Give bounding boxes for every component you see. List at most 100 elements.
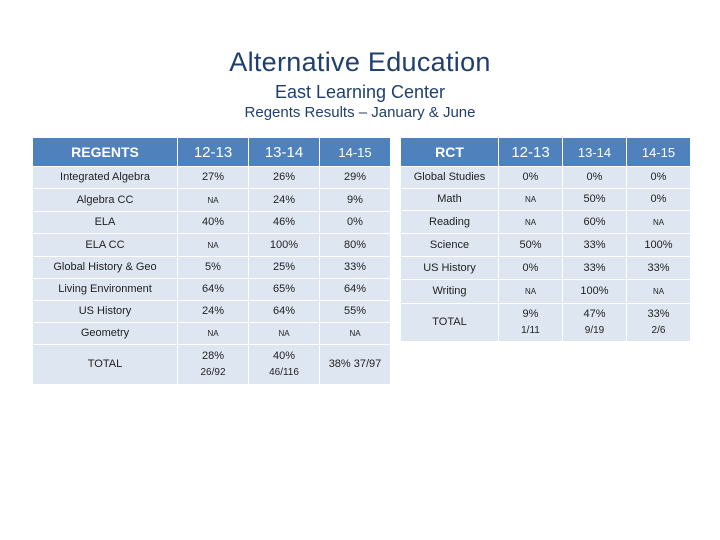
value-cell: 65% [248,278,320,301]
value-cell: 24% [248,188,320,212]
subject-cell: ELA CC [32,233,178,257]
rct-col-1213: 12-13 [498,137,563,167]
value-cell: 40% [177,211,249,234]
subject-cell: US History [400,256,499,280]
subject-cell: Global History & Geo [32,256,178,279]
table-row: ELA CC NA 100% 80% [32,233,391,257]
value-cell: NA [177,322,249,345]
regents-col-1314: 13-14 [248,137,320,167]
value-cell: 9% [319,188,391,212]
subject-cell: US History [32,300,178,323]
table-row: Global History & Geo 5% 25% 33% [32,256,391,279]
value-cell: 50% [498,233,563,257]
rct-header-row: RCT 12-13 13-14 14-15 [400,137,691,167]
total-pct: 40% [272,350,296,362]
table-row: Algebra CC NA 24% 9% [32,188,391,212]
rct-col-1314: 13-14 [562,137,627,167]
value-cell: NA [498,188,563,211]
total-pct: 28% [201,350,225,362]
total-cell: 9% 1/11 [498,303,563,342]
total-pct: 47% [583,308,606,320]
regents-col-1415: 14-15 [319,137,391,167]
subject-cell: ELA [32,211,178,234]
value-cell: NA [498,210,563,234]
value-cell: 25% [248,256,320,279]
table-row: Math NA 50% 0% [400,188,691,211]
total-row: TOTAL 28% 26/92 40% 46/116 38% 37/97 [32,344,391,385]
value-cell: 0% [319,211,391,234]
total-count: 26/92 [200,367,226,378]
table-row: Science 50% 33% 100% [400,233,691,257]
value-cell: NA [626,210,691,234]
subject-cell: Math [400,188,499,211]
total-row: TOTAL 9% 1/11 47% 9/19 33% 2/6 [400,303,691,342]
regents-header-row: REGENTS 12-13 13-14 14-15 [32,137,391,167]
value-cell: 33% [562,233,627,257]
rct-header: RCT [400,137,499,167]
subject-cell: Writing [400,279,499,304]
regents-col-1213: 12-13 [177,137,249,167]
table-row: ELA 40% 46% 0% [32,211,391,234]
total-cell: 28% 26/92 [177,344,249,385]
value-cell: 33% [319,256,391,279]
value-cell: 50% [562,188,627,211]
table-row: Global Studies 0% 0% 0% [400,166,691,189]
subject-cell: Algebra CC [32,188,178,212]
value-cell: 0% [498,166,563,189]
value-cell: 60% [562,210,627,234]
rct-table: RCT 12-13 13-14 14-15 Global Studies 0% … [400,137,691,342]
value-cell: 29% [319,166,391,189]
subject-cell: Geometry [32,322,178,345]
value-cell: 0% [562,166,627,189]
table-row: US History 24% 64% 55% [32,300,391,323]
value-cell: 27% [177,166,249,189]
value-cell: 0% [626,166,691,189]
page-title: Alternative Education [229,47,491,77]
value-cell: 55% [319,300,391,323]
value-cell: 64% [319,278,391,301]
value-cell: NA [177,188,249,212]
value-cell: 24% [177,300,249,323]
total-pct: 33% [647,308,670,320]
page-caption: Regents Results – January & June [244,104,476,121]
subject-cell: Integrated Algebra [32,166,178,189]
page-subtitle: East Learning Center [274,82,446,102]
subject-cell: Science [400,233,499,257]
value-cell: NA [498,279,563,304]
subject-cell: Reading [400,210,499,234]
value-cell: 0% [626,188,691,211]
total-cell: 38% 37/97 [319,344,391,385]
regents-table: REGENTS 12-13 13-14 14-15 Integrated Alg… [32,137,391,385]
table-row: Reading NA 60% NA [400,210,691,234]
table-row: Integrated Algebra 27% 26% 29% [32,166,391,189]
value-cell: NA [319,322,391,345]
value-cell: 26% [248,166,320,189]
total-count: 2/6 [651,325,666,336]
rct-col-1415: 14-15 [626,137,691,167]
total-label: TOTAL [32,344,178,385]
value-cell: NA [248,322,320,345]
value-cell: 33% [562,256,627,280]
value-cell: NA [626,279,691,304]
value-cell: 46% [248,211,320,234]
table-row: Writing NA 100% NA [400,279,691,304]
value-cell: 80% [319,233,391,257]
value-cell: 100% [626,233,691,257]
total-label: TOTAL [400,303,499,342]
value-cell: 33% [626,256,691,280]
value-cell: NA [177,233,249,257]
table-row: US History 0% 33% 33% [400,256,691,280]
total-pct: 9% [522,308,539,320]
value-cell: 64% [177,278,249,301]
table-row: Living Environment 64% 65% 64% [32,278,391,301]
subject-cell: Living Environment [32,278,178,301]
value-cell: 0% [498,256,563,280]
total-cell: 33% 2/6 [626,303,691,342]
value-cell: 100% [562,279,627,304]
regents-header: REGENTS [32,137,178,167]
total-count: 46/116 [269,367,299,378]
value-cell: 64% [248,300,320,323]
total-cell: 40% 46/116 [248,344,320,385]
total-cell: 47% 9/19 [562,303,627,342]
subject-cell: Global Studies [400,166,499,189]
